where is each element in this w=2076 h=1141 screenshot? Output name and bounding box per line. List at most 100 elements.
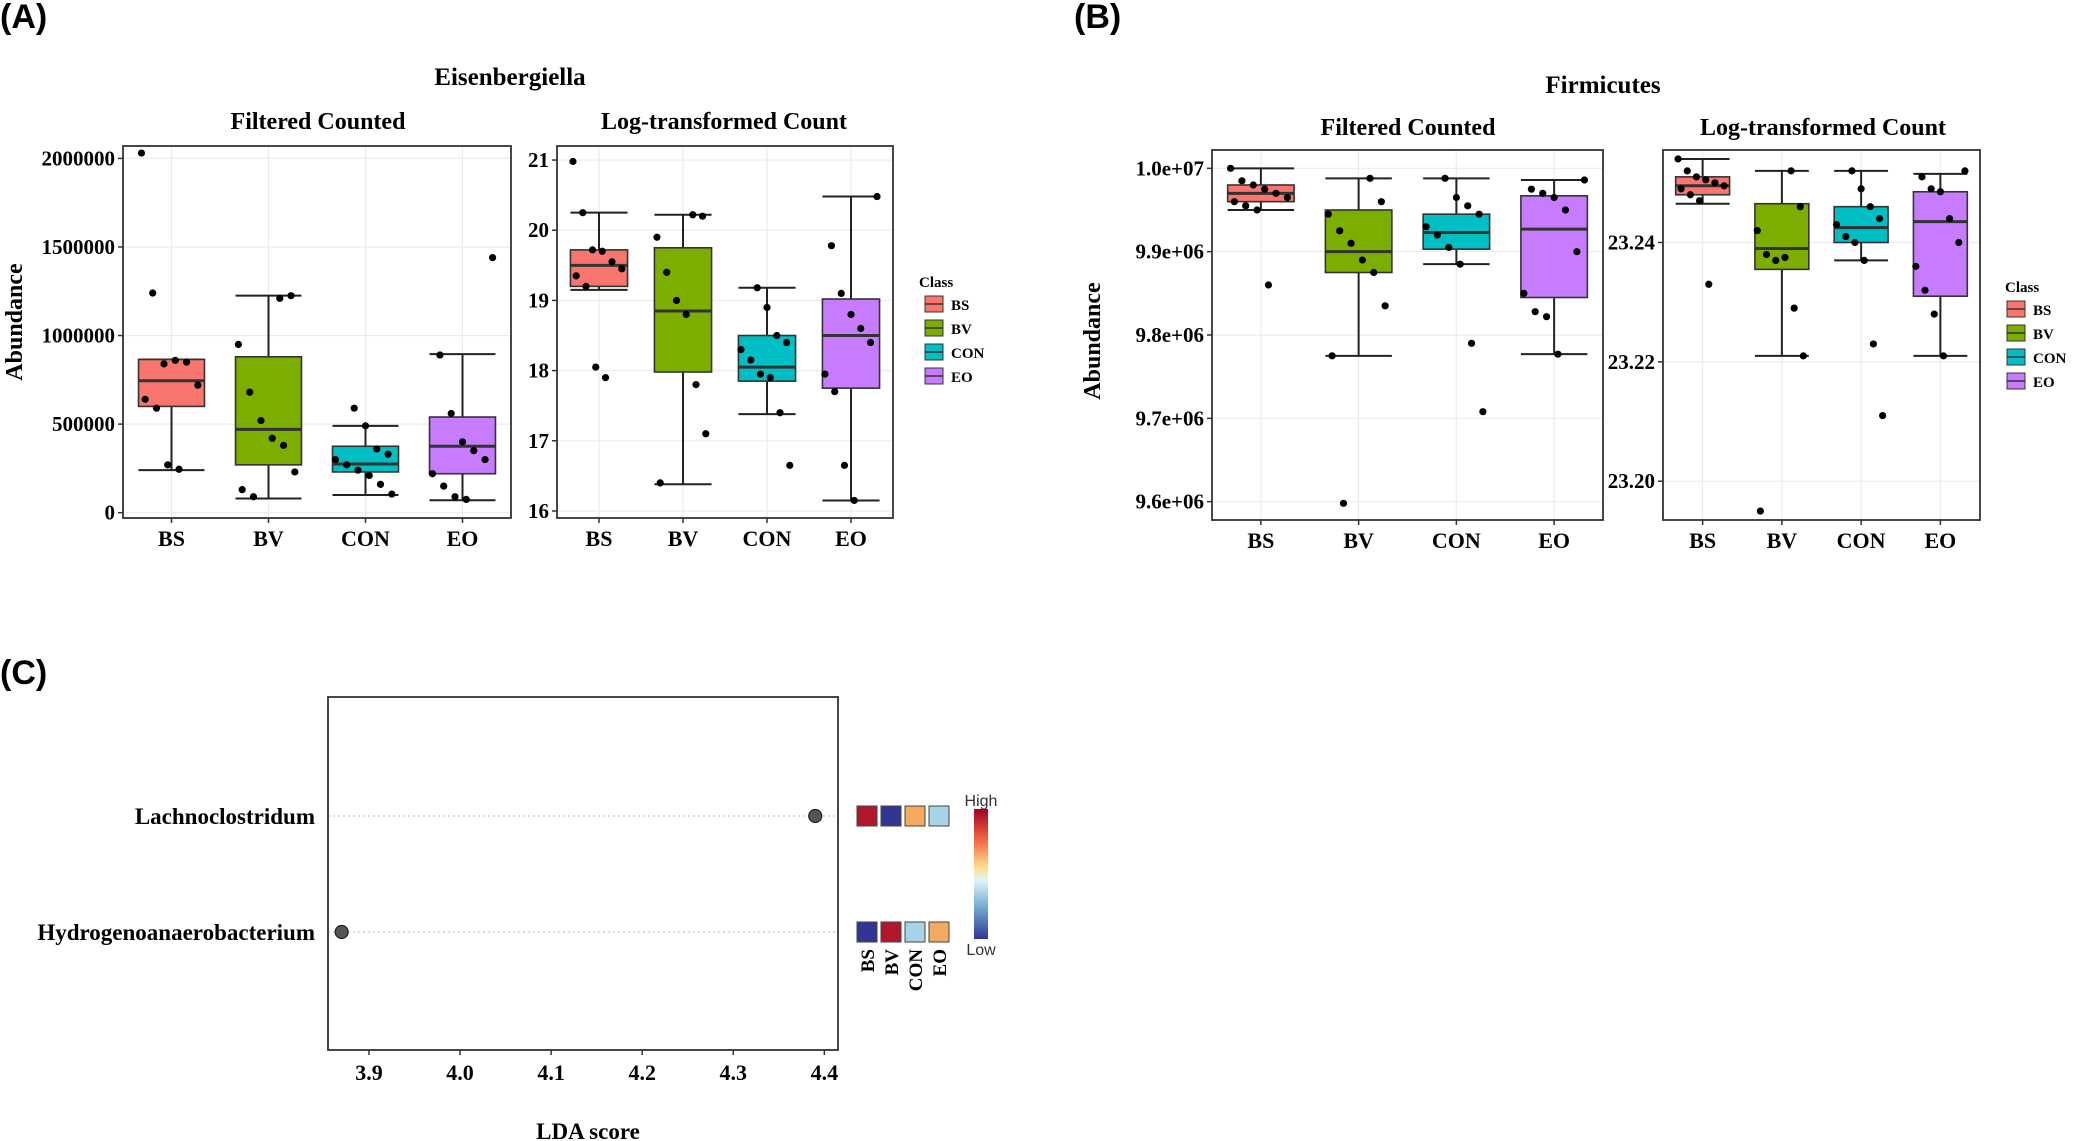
data-point [1705,280,1713,288]
data-point [1580,176,1589,184]
y-tick-label: 9.7e+06 [1135,406,1204,430]
x-tick-label: BS [158,526,185,551]
legend-item-con: CON [924,343,985,362]
box-bv [234,294,303,500]
lda-point [808,808,823,824]
data-point [1799,352,1807,360]
data-point [1955,238,1963,247]
legend-item-bs: BS [924,295,969,314]
box-body [1324,209,1393,274]
data-point [582,282,590,290]
legend-label: EO [2033,375,2055,391]
data-point [579,209,587,217]
panel-b-filtered-subtitle: Filtered Counted [1321,115,1497,141]
data-point [782,338,791,347]
data-point [354,466,362,474]
data-point [343,461,351,469]
data-point [137,149,146,157]
legend-item-eo: EO [2006,372,2055,391]
x-tick-label: BS [586,526,613,551]
data-point [1936,188,1944,196]
legend-label: BV [2033,327,2054,343]
data-point [287,292,295,300]
box-bs [137,358,206,472]
data-point [1683,167,1691,175]
data-point [1851,238,1859,247]
data-point [1452,193,1460,202]
data-point [182,358,191,366]
panel-a-filtered-subtitle: Filtered Counted [231,109,407,135]
heat-cell-bs [856,805,878,827]
data-point [1347,239,1355,247]
data-point [175,465,183,473]
data-point [1542,313,1551,321]
data-point [249,493,258,501]
data-point [1242,202,1250,210]
data-point [1692,173,1701,181]
y-tick-label: 17 [528,429,549,453]
data-point [1918,173,1926,181]
heat-cell-eo [928,921,950,943]
data-point [1939,352,1948,360]
data-point [1249,181,1257,189]
heat-column-label: BS [858,949,879,972]
data-point [1711,179,1719,187]
data-point [608,258,616,266]
data-point [171,356,179,364]
legend-item-eo: EO [924,367,973,386]
data-point [1860,256,1868,265]
panel-a-legend: Class BS BV CON EO [919,275,985,386]
data-point [1927,185,1935,193]
data-point [1832,220,1841,229]
data-point [1695,197,1704,205]
box-bv [1754,169,1810,357]
x-tick-label: BV [253,526,284,551]
box-eo [1520,179,1589,356]
data-point [451,493,459,501]
y-tick-label: 16 [528,499,549,523]
panel-label-a: (A) [0,0,47,36]
data-point [1702,176,1710,184]
data-point [1848,167,1856,175]
plot-b-log: 23.20 23.22 23.24 BS BV CON EO [1608,149,1981,553]
x-tick-label: 4.1 [537,1060,565,1085]
data-point [663,268,671,276]
panel-b-log-subtitle: Log-transformed Count [1700,115,1946,141]
data-point [152,404,161,412]
data-point [698,212,707,220]
data-point [1445,243,1453,252]
legend-label: BV [951,322,972,338]
box-con [1422,177,1491,266]
y-tick-label: 9.9e+06 [1135,240,1204,264]
heat-cell-bs [856,921,878,943]
colorbar-high-label: High [965,793,998,810]
data-point [1857,185,1865,193]
data-point [1253,206,1261,214]
data-point [1753,226,1761,235]
plot-frame [556,145,894,519]
box-con [331,424,400,496]
heat-cell-con [904,921,926,943]
data-point [1674,155,1682,163]
lda-point [334,924,349,940]
x-tick-label: EO [835,526,867,551]
x-tick-label: 4.2 [628,1060,656,1085]
x-tick-label: CON [743,526,792,551]
panel-a-ylabel: Abundance [2,263,28,381]
data-point [246,388,254,396]
data-point [1787,167,1795,175]
legend-item-bv: BV [924,319,972,338]
data-point [1358,256,1367,264]
data-point [1550,193,1558,202]
data-point [331,455,340,464]
box-body [1520,195,1589,299]
y-tick-label: 500000 [52,412,115,436]
data-point [164,461,172,469]
data-point [786,461,794,469]
panel-label-b: (B) [1074,0,1121,36]
data-point [462,495,470,503]
data-point [470,447,478,455]
data-point [1912,262,1920,270]
data-point [1283,193,1291,202]
data-point [440,482,448,490]
